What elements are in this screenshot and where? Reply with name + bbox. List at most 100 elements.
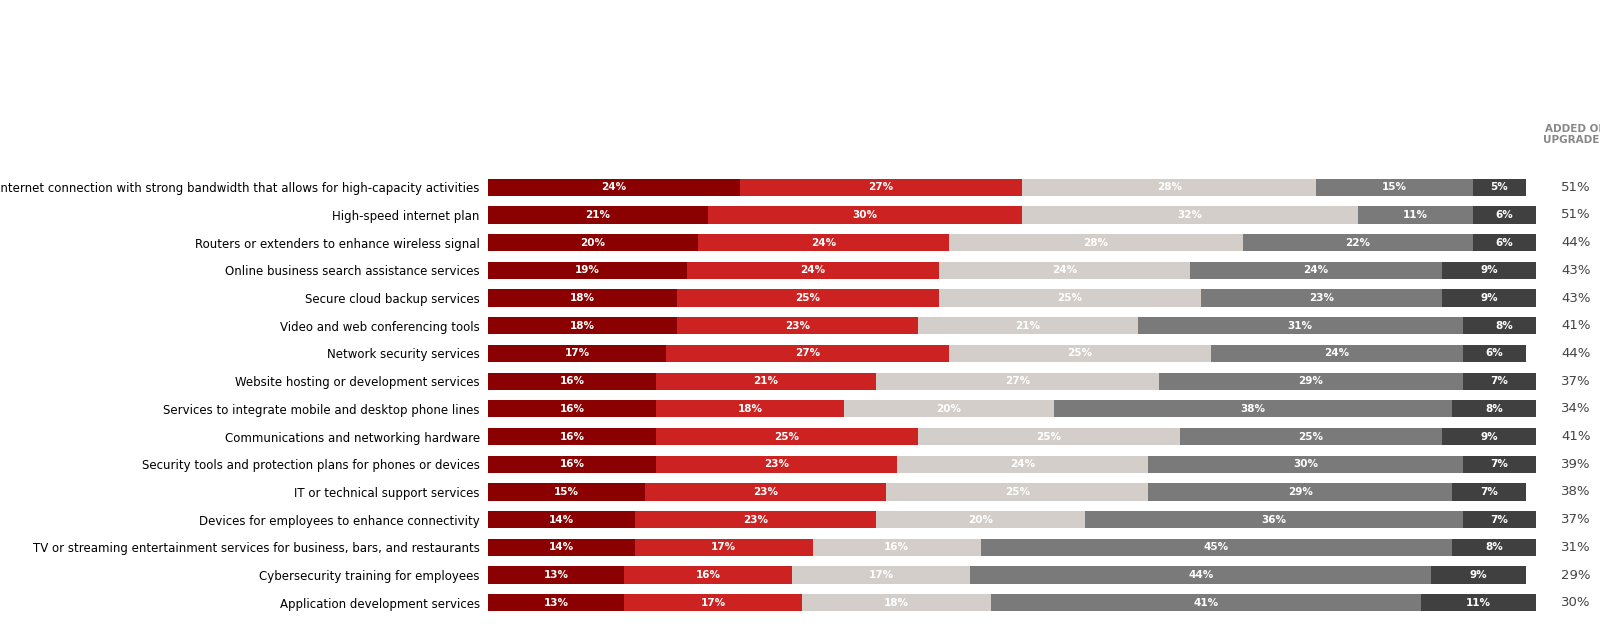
Bar	[698, 234, 949, 252]
Bar	[886, 483, 1149, 501]
Bar	[949, 234, 1243, 252]
Bar	[709, 207, 1022, 224]
Bar	[792, 566, 970, 583]
Bar	[1453, 400, 1536, 417]
Text: 25%: 25%	[1298, 432, 1323, 442]
Text: 16%: 16%	[560, 404, 584, 414]
Text: 29%: 29%	[1298, 376, 1323, 386]
Bar	[656, 456, 896, 473]
Legend: My business added or began using this in the past year, My business had or used : My business added or began using this in…	[470, 6, 1003, 97]
Bar	[1158, 373, 1462, 390]
Bar	[1462, 511, 1536, 528]
Bar	[656, 428, 918, 445]
Text: 39%: 39%	[1562, 458, 1590, 471]
Text: 51%: 51%	[1562, 209, 1590, 221]
Text: 24%: 24%	[1010, 459, 1035, 469]
Bar	[1149, 456, 1462, 473]
Text: 18%: 18%	[885, 598, 909, 608]
Text: 8%: 8%	[1496, 321, 1514, 331]
Text: 17%: 17%	[869, 570, 893, 580]
Text: 18%: 18%	[570, 321, 595, 331]
Bar	[875, 373, 1158, 390]
Text: 23%: 23%	[754, 487, 778, 497]
Bar	[666, 345, 949, 362]
Text: 41%: 41%	[1562, 319, 1590, 332]
Bar	[813, 538, 981, 556]
Bar	[1442, 428, 1536, 445]
Text: 30%: 30%	[1293, 459, 1318, 469]
Bar	[1421, 594, 1536, 611]
Text: 7%: 7%	[1490, 376, 1509, 386]
Text: 14%: 14%	[549, 542, 574, 552]
Text: 18%: 18%	[570, 293, 595, 303]
Text: 25%: 25%	[795, 293, 821, 303]
Text: 9%: 9%	[1480, 432, 1498, 442]
Text: 30%: 30%	[1562, 596, 1590, 609]
Bar	[845, 400, 1054, 417]
Text: 23%: 23%	[784, 321, 810, 331]
Text: 24%: 24%	[811, 238, 835, 248]
Text: 16%: 16%	[560, 376, 584, 386]
Bar	[488, 317, 677, 334]
Text: 16%: 16%	[560, 432, 584, 442]
Bar	[739, 179, 1022, 196]
Text: 31%: 31%	[1562, 541, 1590, 554]
Text: 9%: 9%	[1480, 265, 1498, 276]
Bar	[1462, 456, 1536, 473]
Text: 8%: 8%	[1485, 404, 1502, 414]
Text: 9%: 9%	[1480, 293, 1498, 303]
Text: 24%: 24%	[1325, 348, 1349, 358]
Text: 11%: 11%	[1466, 598, 1491, 608]
Text: 31%: 31%	[1288, 321, 1312, 331]
Bar	[803, 594, 990, 611]
Bar	[1453, 538, 1536, 556]
Text: 27%: 27%	[869, 182, 893, 192]
Bar	[488, 483, 645, 501]
Bar	[488, 511, 635, 528]
Text: 27%: 27%	[1005, 376, 1030, 386]
Text: 13%: 13%	[544, 570, 568, 580]
Bar	[488, 289, 677, 307]
Text: 9%: 9%	[1469, 570, 1486, 580]
Bar	[488, 262, 686, 279]
Text: 28%: 28%	[1157, 182, 1182, 192]
Text: 17%: 17%	[701, 598, 726, 608]
Bar	[635, 538, 813, 556]
Text: 23%: 23%	[742, 514, 768, 525]
Bar	[488, 179, 739, 196]
Text: 25%: 25%	[1005, 487, 1030, 497]
Bar	[686, 262, 939, 279]
Text: 28%: 28%	[1083, 238, 1109, 248]
Bar	[488, 207, 709, 224]
Text: 43%: 43%	[1562, 291, 1590, 305]
Bar	[645, 483, 886, 501]
Text: 20%: 20%	[936, 404, 962, 414]
Text: 21%: 21%	[754, 376, 778, 386]
Text: 20%: 20%	[968, 514, 994, 525]
Bar	[1358, 207, 1474, 224]
Bar	[624, 566, 792, 583]
Text: 5%: 5%	[1491, 182, 1509, 192]
Bar	[488, 594, 624, 611]
Text: 14%: 14%	[549, 514, 574, 525]
Text: 18%: 18%	[738, 404, 763, 414]
Bar	[1211, 345, 1462, 362]
Bar	[1462, 317, 1547, 334]
Bar	[1022, 207, 1358, 224]
Text: 25%: 25%	[774, 432, 798, 442]
Text: 30%: 30%	[853, 210, 878, 220]
Text: 37%: 37%	[1562, 375, 1590, 387]
Bar	[918, 317, 1138, 334]
Bar	[1462, 373, 1536, 390]
Text: 23%: 23%	[763, 459, 789, 469]
Text: 6%: 6%	[1496, 210, 1514, 220]
Bar	[918, 428, 1179, 445]
Text: 7%: 7%	[1490, 514, 1509, 525]
Bar	[635, 511, 875, 528]
Bar	[1149, 483, 1453, 501]
Bar	[1022, 179, 1315, 196]
Text: 21%: 21%	[1016, 321, 1040, 331]
Text: 24%: 24%	[1304, 265, 1328, 276]
Bar	[939, 262, 1190, 279]
Text: 36%: 36%	[1261, 514, 1286, 525]
